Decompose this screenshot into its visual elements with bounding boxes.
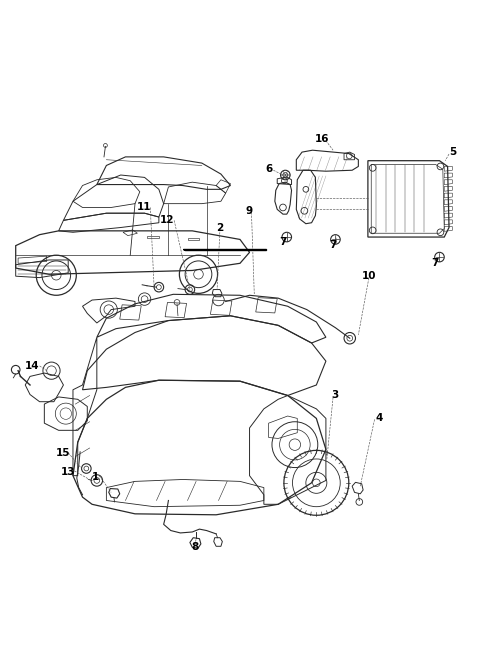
- Polygon shape: [183, 249, 266, 251]
- Text: 7: 7: [431, 258, 438, 268]
- Text: 4: 4: [376, 414, 383, 424]
- Text: 9: 9: [246, 205, 253, 216]
- Text: 7: 7: [329, 240, 337, 250]
- Text: 16: 16: [315, 134, 329, 144]
- Text: 5: 5: [449, 147, 456, 157]
- Text: 13: 13: [61, 467, 75, 477]
- Text: 10: 10: [361, 271, 376, 281]
- Text: 7: 7: [279, 237, 287, 247]
- Text: 12: 12: [160, 215, 175, 225]
- Text: 3: 3: [331, 390, 338, 400]
- Text: 15: 15: [56, 448, 71, 458]
- Text: 14: 14: [25, 361, 40, 371]
- Text: 1: 1: [92, 471, 99, 481]
- Text: 6: 6: [265, 164, 272, 174]
- Text: 2: 2: [216, 223, 224, 233]
- Text: 8: 8: [192, 542, 199, 552]
- Text: 11: 11: [136, 202, 151, 213]
